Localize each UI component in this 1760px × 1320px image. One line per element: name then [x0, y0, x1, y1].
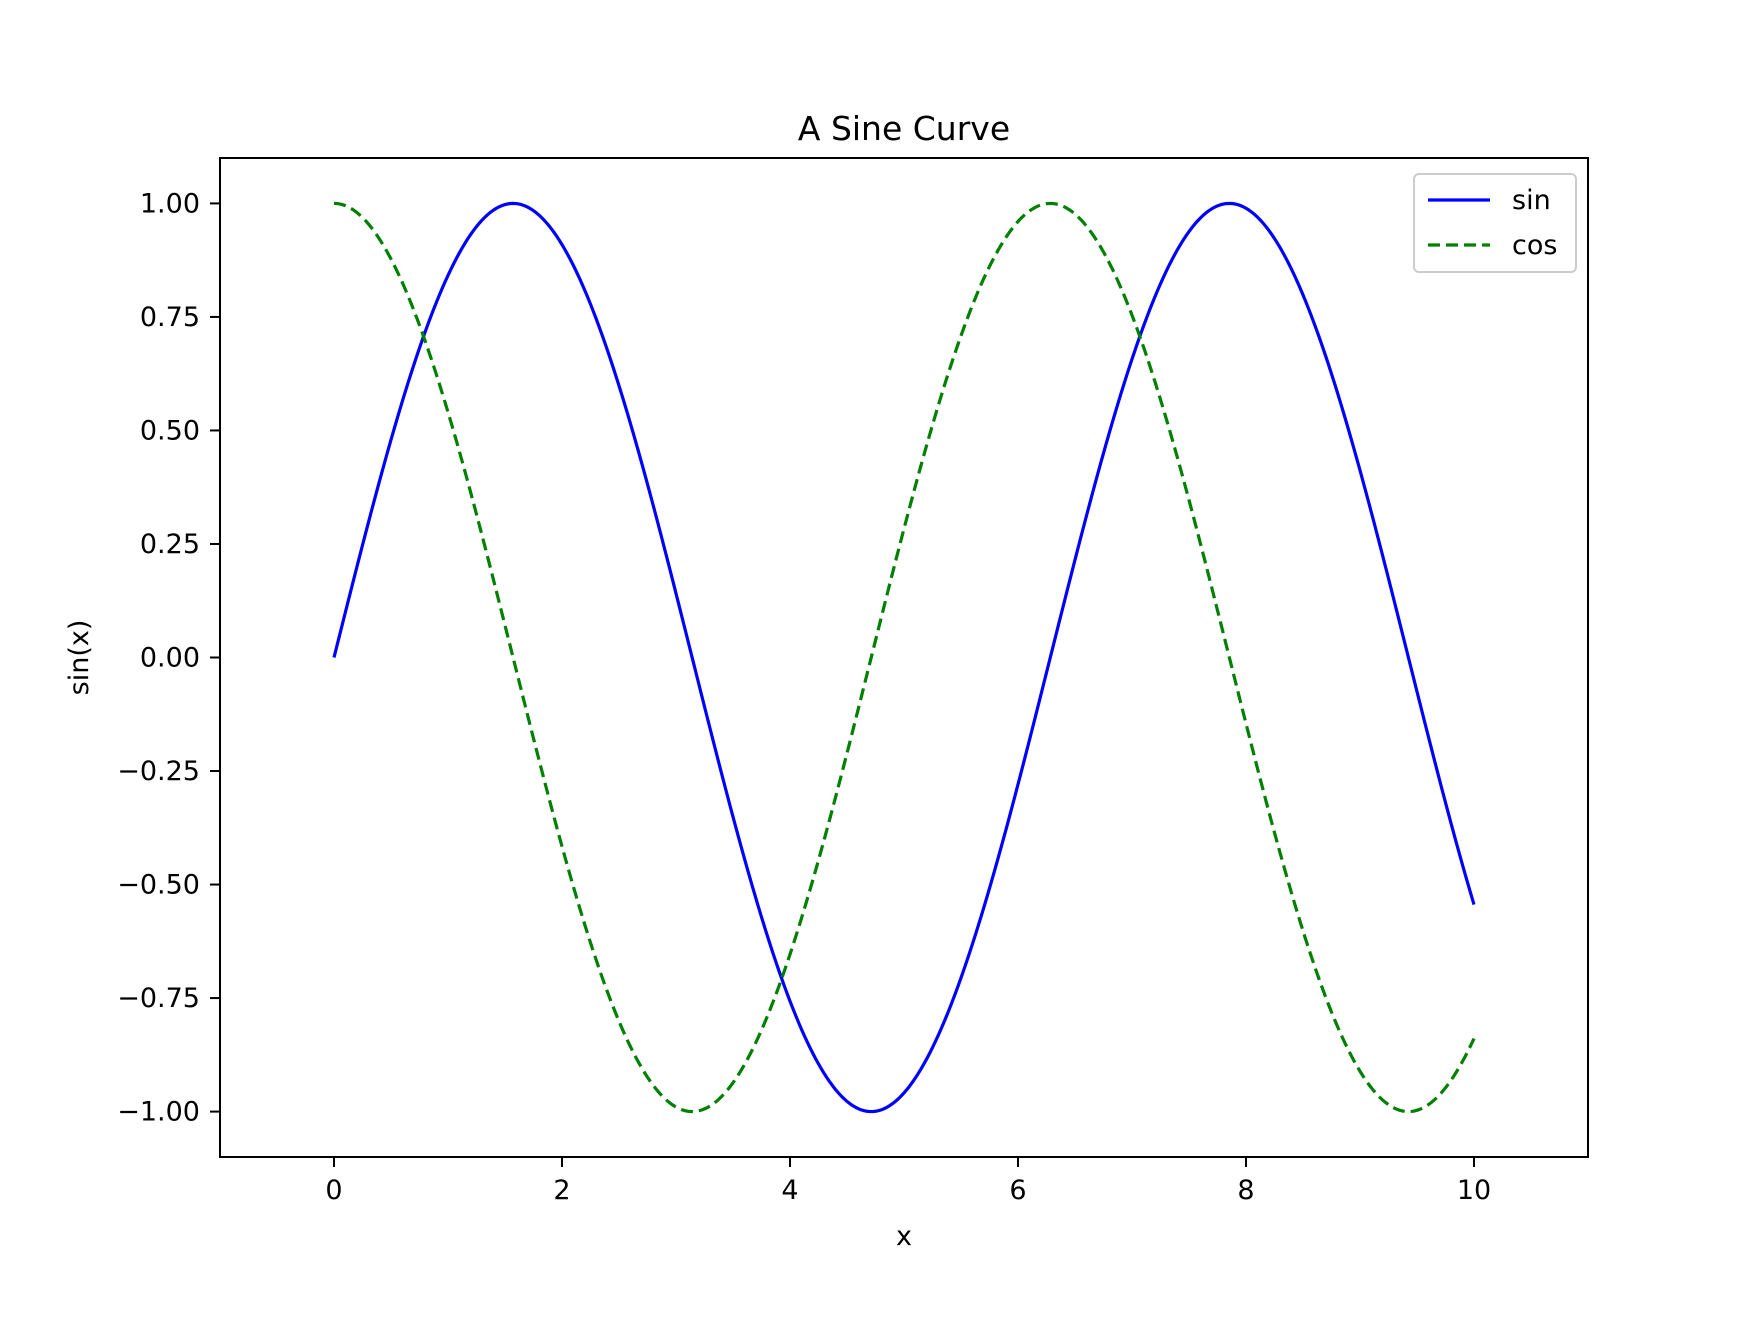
series-line-sin	[332, 201, 1476, 1114]
x-axis: 0 2 4 6 8 10	[325, 1157, 1491, 1206]
x-tick-label: 6	[1009, 1175, 1026, 1206]
legend-label-cos: cos	[1512, 230, 1557, 261]
y-tick-label: 0.50	[140, 415, 200, 446]
x-tick-label: 8	[1237, 1175, 1254, 1206]
legend-label-sin: sin	[1512, 185, 1551, 216]
y-tick-label: −1.00	[117, 1097, 200, 1128]
y-tick-label: 0.00	[140, 643, 200, 674]
y-tick-label: 0.75	[140, 302, 200, 333]
y-axis: 1.00 0.75 0.50 0.25 0.00 −0.25 −0.50 −0.75 −1.00	[117, 188, 220, 1128]
x-tick-label: 0	[325, 1175, 342, 1206]
y-axis-label: sin(x)	[64, 620, 95, 696]
x-tick-label: 10	[1457, 1175, 1491, 1206]
y-tick-label: −0.50	[117, 870, 200, 901]
y-tick-label: −0.75	[117, 983, 200, 1014]
y-tick-label: 0.25	[140, 529, 200, 560]
series-line-cos	[333, 201, 1476, 1114]
x-tick-label: 4	[781, 1175, 798, 1206]
x-axis-label: x	[896, 1221, 912, 1252]
x-tick-label: 2	[553, 1175, 570, 1206]
legend: sin cos	[1413, 173, 1577, 273]
plot-area	[332, 201, 1476, 1114]
chart-title: A Sine Curve	[798, 109, 1010, 148]
y-tick-label: 1.00	[140, 188, 200, 219]
y-tick-label: −0.25	[117, 756, 200, 787]
